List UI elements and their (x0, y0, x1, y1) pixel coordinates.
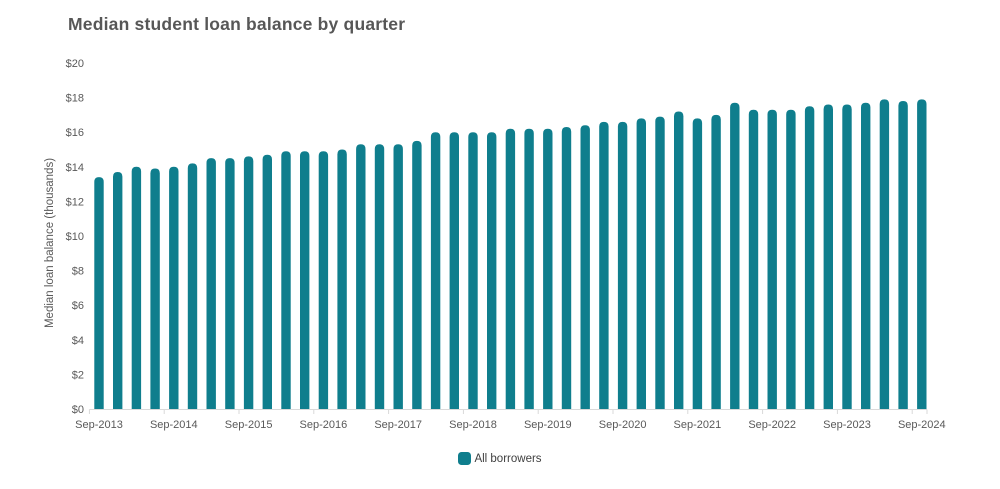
bar (262, 154, 272, 409)
y-tick-label: $20 (66, 58, 84, 70)
chart-title: Median student loan balance by quarter (68, 14, 406, 34)
legend-swatch-icon (458, 452, 472, 465)
bar (449, 132, 459, 409)
x-tick-label: Sep-2017 (374, 419, 422, 431)
y-tick-label: $2 (72, 369, 84, 381)
bar (804, 106, 815, 409)
bar (505, 128, 516, 410)
y-tick-label: $14 (66, 162, 84, 174)
bar (711, 114, 721, 410)
bar (468, 132, 478, 409)
bar (748, 109, 759, 410)
y-tick-label: $12 (66, 196, 84, 208)
bar (655, 116, 665, 409)
bar (898, 101, 908, 409)
y-tick-label: $10 (66, 231, 84, 243)
x-tick-label: Sep-2023 (823, 419, 871, 431)
bar (393, 144, 403, 409)
x-tick-label: Sep-2018 (449, 419, 497, 431)
bar (823, 104, 833, 410)
bar (356, 144, 366, 409)
bar (206, 158, 216, 409)
bar (861, 102, 871, 409)
y-tick-label: $18 (66, 93, 84, 105)
legend-label: All borrowers (474, 452, 542, 465)
bar (692, 118, 703, 410)
bar (150, 168, 160, 409)
x-tick-label: Sep-2020 (599, 419, 647, 431)
x-tick-label: Sep-2022 (748, 419, 796, 431)
bar (617, 121, 628, 409)
bar (94, 177, 104, 409)
x-tick-label: Sep-2014 (150, 419, 198, 431)
bar (842, 104, 852, 410)
bar (337, 149, 347, 409)
bar (131, 166, 142, 409)
bar (786, 109, 796, 410)
bar (561, 127, 572, 409)
x-tick-label: Sep-2013 (75, 419, 123, 431)
x-tick-label: Sep-2024 (898, 419, 946, 431)
bar (430, 132, 441, 409)
x-tick-label: Sep-2016 (300, 419, 348, 431)
bar (580, 125, 590, 409)
bar (225, 158, 235, 409)
y-tick-label: $0 (72, 404, 84, 416)
bar (599, 121, 609, 409)
bar (674, 111, 684, 409)
bar (318, 151, 329, 410)
x-tick-label: Sep-2021 (674, 419, 722, 431)
bar (524, 128, 534, 410)
bar (187, 163, 198, 409)
bar (487, 132, 497, 409)
bar (281, 151, 291, 410)
bar (636, 118, 646, 410)
bar (412, 140, 422, 409)
bar (169, 166, 179, 409)
y-tick-label: $4 (72, 335, 84, 347)
bar (243, 156, 254, 409)
bar (300, 151, 310, 410)
bar (767, 109, 777, 410)
legend: All borrowers (0, 452, 1000, 465)
bar (374, 144, 385, 409)
x-tick-label: Sep-2019 (524, 419, 572, 431)
bar (730, 102, 740, 409)
y-tick-label: $8 (72, 266, 84, 278)
bar (879, 99, 890, 409)
x-tick-label: Sep-2015 (225, 419, 273, 431)
bar (917, 99, 927, 409)
y-tick-label: $16 (66, 127, 84, 139)
bar (543, 128, 553, 410)
bar (113, 171, 123, 409)
y-tick-label: $6 (72, 300, 84, 312)
